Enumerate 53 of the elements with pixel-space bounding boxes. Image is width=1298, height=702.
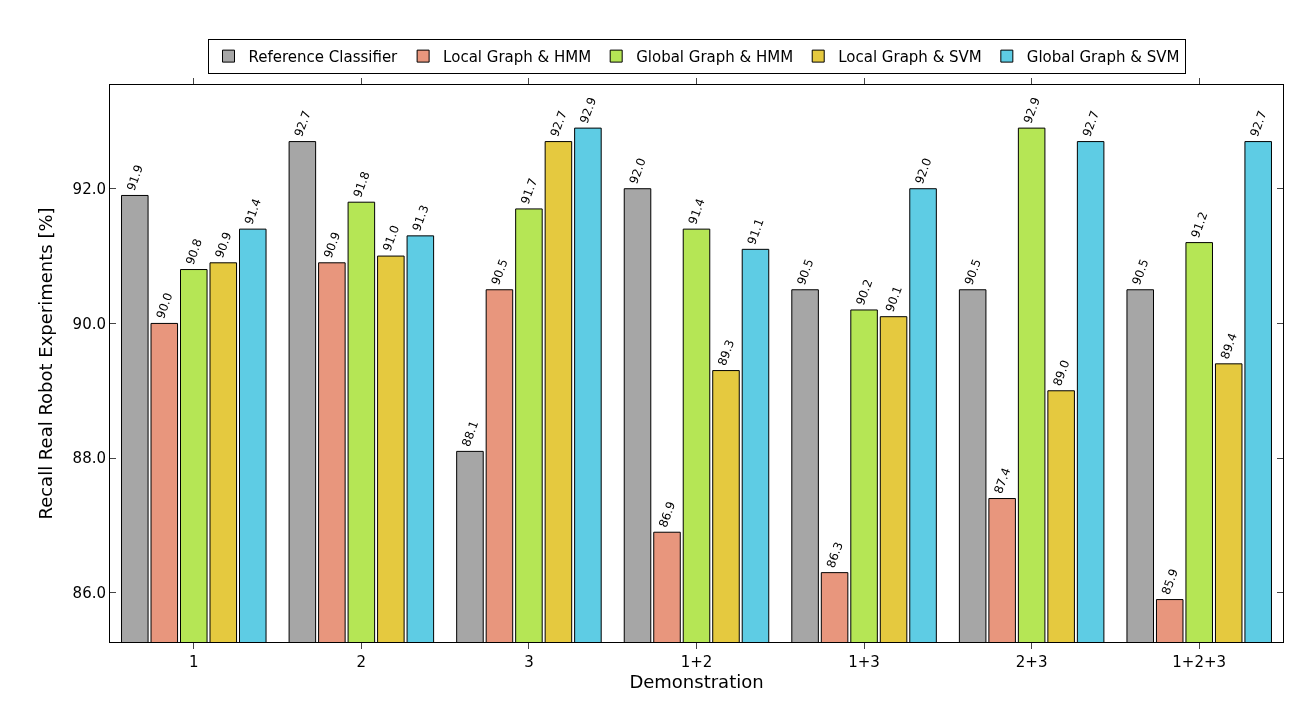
data-label: 89.0 — [1050, 358, 1073, 388]
y-tick-label: 90.0 — [72, 314, 106, 333]
data-label: 90.9 — [320, 230, 344, 260]
legend-label: Global Graph & HMM — [636, 47, 794, 66]
data-label: 90.0 — [153, 290, 176, 321]
data-label: 89.3 — [715, 337, 738, 368]
data-label: 92.7 — [1079, 108, 1102, 139]
x-tick-label: 1+2+3 — [1172, 653, 1227, 671]
data-label: 90.2 — [853, 277, 876, 308]
x-tick-label: 3 — [524, 653, 534, 671]
data-label: 91.1 — [744, 216, 767, 247]
data-label: 92.7 — [547, 108, 570, 139]
data-label: 86.9 — [656, 499, 679, 530]
data-label: 92.0 — [626, 156, 649, 186]
data-label: 92.7 — [291, 108, 314, 139]
data-label: 85.9 — [1158, 566, 1181, 597]
data-label: 91.3 — [409, 203, 432, 233]
data-label: 90.5 — [961, 257, 984, 287]
y-tick-label: 92.0 — [72, 179, 106, 198]
data-label: 91.7 — [517, 176, 541, 206]
x-axis-title: Demonstration — [629, 671, 764, 693]
data-label: 88.1 — [458, 418, 482, 449]
data-label: 92.9 — [576, 95, 600, 126]
legend-label: Global Graph & SVM — [1026, 47, 1180, 66]
data-label: 91.9 — [123, 162, 147, 193]
y-axis-title: Recall Real Robot Experiments [%] — [34, 207, 56, 520]
y-tick-label: 88.0 — [72, 449, 106, 468]
data-label: 90.1 — [882, 284, 905, 314]
legend-label: Local Graph & HMM — [443, 47, 592, 66]
data-label: 91.4 — [241, 196, 264, 227]
data-label: 91.0 — [379, 223, 403, 254]
data-label: 86.3 — [823, 540, 846, 570]
data-label: 90.9 — [212, 230, 235, 260]
data-label: 90.8 — [182, 236, 206, 267]
data-label: 90.5 — [794, 257, 817, 287]
legend-label: Local Graph & SVM — [838, 47, 982, 66]
x-tick-label: 1 — [189, 653, 199, 671]
x-tick-label: 2 — [356, 653, 367, 671]
y-tick-label: 86.0 — [72, 584, 106, 603]
data-label: 91.2 — [1188, 209, 1211, 240]
x-tick-label: 1+2 — [680, 653, 713, 671]
data-label: 90.5 — [488, 257, 511, 287]
data-label: 92.0 — [912, 156, 935, 186]
x-tick-label: 2+3 — [1015, 653, 1048, 671]
data-label: 91.8 — [350, 169, 373, 200]
data-label: 87.4 — [991, 465, 1014, 496]
x-tick-label: 1+3 — [848, 653, 880, 671]
legend-label: Reference Classifier — [248, 47, 399, 66]
data-label: 89.4 — [1217, 331, 1240, 361]
data-label: 92.7 — [1247, 108, 1270, 139]
data-label: 90.5 — [1129, 257, 1152, 287]
data-label: 91.4 — [685, 196, 708, 227]
data-label: 92.9 — [1020, 95, 1043, 126]
